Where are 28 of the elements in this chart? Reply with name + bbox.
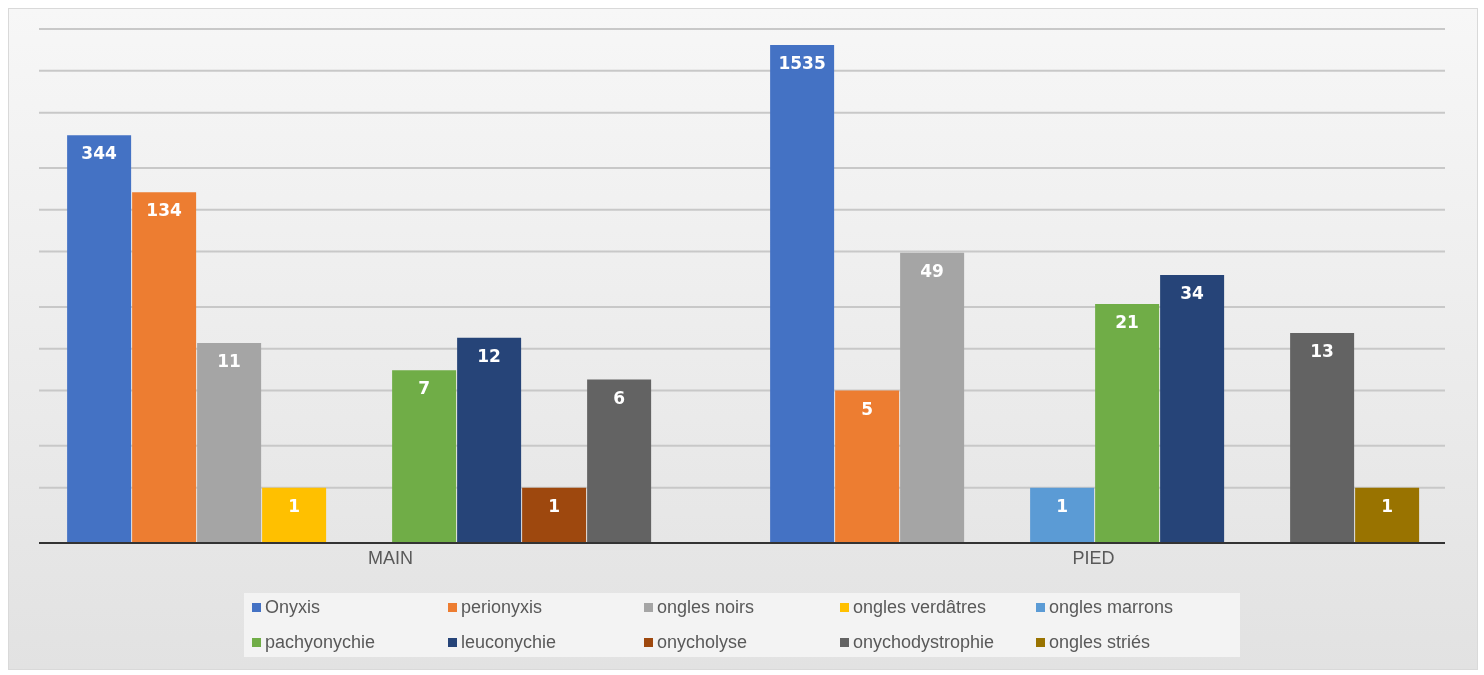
data-label: 13 — [1310, 340, 1334, 361]
x-tick-label: PIED — [1072, 547, 1115, 568]
legend-label: onycholyse — [656, 632, 749, 653]
data-label: 1535 — [778, 53, 826, 74]
x-tick-label: MAIN — [368, 547, 413, 568]
data-label: 6 — [613, 387, 626, 408]
legend-label: perionyxis — [460, 597, 544, 618]
legend-label: pachyonychie — [264, 632, 377, 653]
legend-label: leuconychie — [460, 632, 558, 653]
data-label: 5 — [861, 398, 874, 419]
data-label: 1 — [1056, 495, 1069, 516]
data-label: 1 — [288, 495, 301, 516]
legend-label: ongles marrons — [1048, 597, 1175, 618]
legend-label: Onyxis — [264, 597, 321, 618]
data-label: 134 — [146, 200, 183, 221]
data-label: 21 — [1115, 312, 1139, 333]
legend-label: ongles noirs — [656, 597, 756, 618]
legend-label: ongles verdâtres — [852, 597, 988, 618]
data-label: 34 — [1180, 282, 1205, 303]
legend-label: onychodystrophie — [852, 632, 996, 653]
data-label: 12 — [477, 345, 501, 366]
data-label: 7 — [418, 378, 431, 399]
data-label: 49 — [920, 260, 944, 281]
data-label: 344 — [81, 143, 118, 164]
legend-label: ongles striés — [1048, 632, 1152, 653]
data-label: 11 — [217, 351, 241, 372]
data-label: 1 — [548, 495, 561, 516]
data-label: 1 — [1381, 495, 1394, 516]
